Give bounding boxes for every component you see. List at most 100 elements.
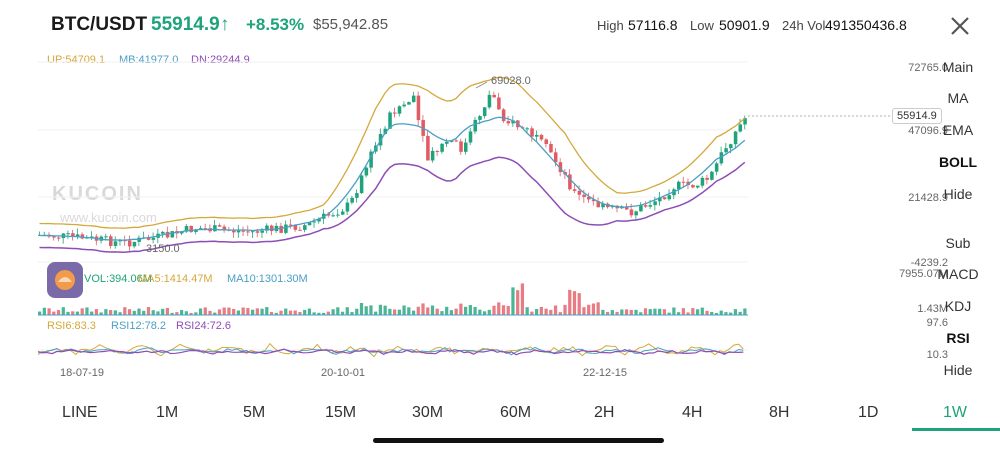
indicator-macd[interactable]: MACD bbox=[937, 266, 979, 282]
candle-body bbox=[743, 118, 747, 125]
price-change: +8.53% bbox=[246, 15, 305, 34]
tf-4h[interactable]: 4H bbox=[682, 404, 703, 421]
candle-body bbox=[217, 225, 222, 227]
volume-bar bbox=[596, 302, 600, 315]
date-label-2: 20-10-01 bbox=[321, 367, 366, 379]
volume-bar bbox=[539, 306, 543, 315]
close-button[interactable] bbox=[946, 12, 974, 40]
volume-bar bbox=[553, 305, 558, 315]
volume-bar bbox=[672, 307, 676, 315]
indicator-rsi[interactable]: RSI bbox=[946, 330, 970, 346]
candle-body bbox=[113, 241, 118, 246]
vol-legend: VOL:394.06M bbox=[84, 273, 152, 285]
axis-vol-top: 7955.07M bbox=[899, 268, 948, 280]
candle-body bbox=[232, 230, 236, 233]
ma10-legend: MA10:1301.30M bbox=[227, 273, 308, 285]
indicator-ema[interactable]: EMA bbox=[942, 122, 974, 138]
tf-1m[interactable]: 1M bbox=[156, 404, 179, 421]
tf-60m[interactable]: 60M bbox=[500, 404, 532, 421]
indicator-kdj[interactable]: KDJ bbox=[944, 298, 972, 314]
sub-hide-option[interactable]: Hide bbox=[943, 362, 973, 378]
volume-bar bbox=[729, 312, 733, 315]
candle-body bbox=[724, 148, 728, 153]
volume-bar bbox=[156, 311, 160, 315]
candle-body bbox=[435, 150, 440, 152]
volume-bar bbox=[71, 311, 75, 315]
tf-30m[interactable]: 30M bbox=[412, 404, 444, 421]
low-price-label: 3150.0 bbox=[146, 243, 180, 255]
fiat-price: $55,942.85 bbox=[313, 16, 389, 33]
candle-body bbox=[132, 241, 137, 247]
vol-value: 491350436.8 bbox=[825, 17, 907, 33]
volume-bar bbox=[222, 307, 226, 315]
tf-15m[interactable]: 15M bbox=[325, 404, 357, 421]
candle-body bbox=[572, 189, 577, 191]
volume-bar bbox=[397, 309, 401, 315]
volume-bar bbox=[137, 308, 141, 315]
volume-bar bbox=[378, 304, 383, 315]
volume-bar bbox=[459, 303, 463, 315]
indicator-boll[interactable]: BOLL bbox=[938, 154, 978, 170]
candle-body bbox=[430, 150, 435, 161]
last-price: 55914.9 bbox=[151, 14, 220, 35]
volume-bar bbox=[340, 311, 345, 315]
volume-bar bbox=[643, 308, 648, 315]
volume-bar bbox=[42, 307, 46, 315]
volume-bar bbox=[662, 309, 667, 315]
indicator-ma[interactable]: MA bbox=[947, 90, 969, 106]
volume-bar bbox=[558, 312, 562, 315]
volume-bar bbox=[501, 305, 506, 315]
volume-bar bbox=[56, 310, 61, 315]
tf-line[interactable]: LINE bbox=[62, 404, 98, 421]
candle-body bbox=[203, 228, 208, 230]
volume-bar bbox=[639, 312, 643, 315]
volume-bar bbox=[251, 309, 255, 315]
volume-bar bbox=[530, 311, 534, 315]
candle-body bbox=[161, 231, 165, 234]
tf-active-underline bbox=[912, 428, 1000, 431]
volume-bar bbox=[374, 311, 378, 315]
candle-body bbox=[729, 144, 733, 149]
volume-bar bbox=[445, 306, 449, 315]
volume-bar bbox=[232, 308, 236, 315]
candle-body bbox=[345, 202, 350, 212]
volume-bar bbox=[487, 309, 491, 315]
main-hide-option[interactable]: Hide bbox=[943, 186, 973, 202]
volume-bar bbox=[47, 308, 51, 315]
candle-body bbox=[695, 185, 700, 188]
tf-1w[interactable]: 1W bbox=[943, 404, 967, 421]
candle-body bbox=[591, 199, 596, 202]
home-indicator[interactable] bbox=[373, 438, 664, 443]
candle-body bbox=[501, 109, 506, 122]
candle-body bbox=[293, 225, 298, 230]
candle-body bbox=[530, 128, 534, 137]
candle-body bbox=[222, 226, 227, 230]
peak-price-label: 69028.0 bbox=[491, 75, 531, 87]
rsi12-legend: RSI12:78.2 bbox=[111, 320, 167, 332]
volume-bar bbox=[336, 307, 340, 315]
candle-body bbox=[265, 225, 269, 231]
candle-body bbox=[700, 177, 705, 186]
tf-5m[interactable]: 5M bbox=[243, 404, 266, 421]
volume-bar bbox=[468, 305, 472, 315]
side-main-header: Main bbox=[942, 59, 974, 75]
volume-bar bbox=[94, 309, 99, 315]
tf-8h[interactable]: 8H bbox=[769, 404, 790, 421]
volume-bar bbox=[146, 307, 151, 315]
volume-bar bbox=[189, 312, 193, 315]
candle-body bbox=[402, 104, 406, 107]
axis-price-mid2: 21428.9 bbox=[908, 192, 948, 204]
volume-bar bbox=[601, 309, 605, 315]
tf-2h[interactable]: 2H bbox=[594, 404, 615, 421]
candle-body bbox=[511, 120, 515, 124]
volume-bar bbox=[175, 312, 179, 315]
candle-body bbox=[634, 211, 638, 216]
volume-bar bbox=[629, 309, 633, 315]
tf-1d[interactable]: 1D bbox=[858, 404, 879, 421]
volume-bar bbox=[606, 312, 610, 315]
candle-body bbox=[473, 119, 477, 132]
candle-body bbox=[194, 229, 198, 232]
volume-bar bbox=[165, 308, 170, 315]
avatar-icon[interactable] bbox=[47, 262, 83, 298]
